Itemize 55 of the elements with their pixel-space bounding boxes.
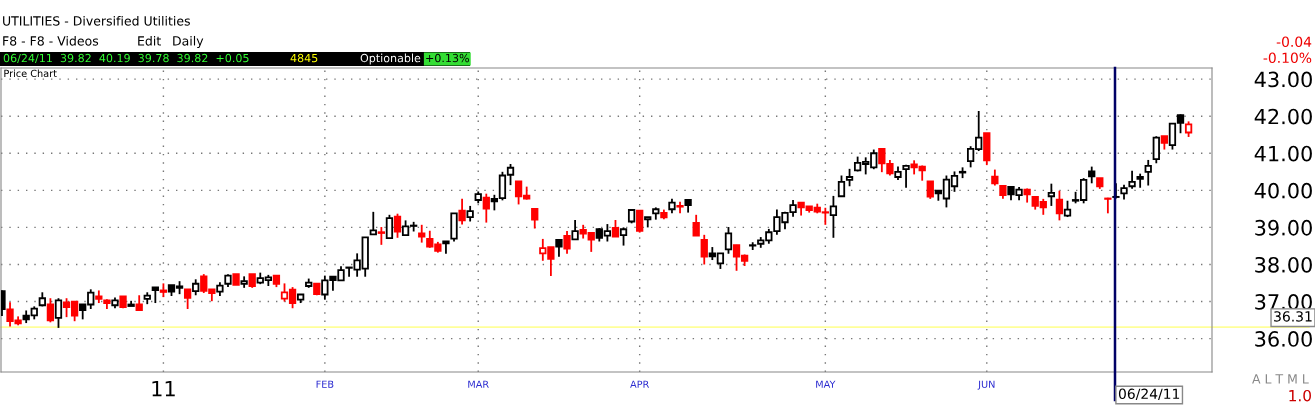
candlestick xyxy=(385,213,394,240)
candlestick xyxy=(369,210,377,236)
y-tick-label: 38.00 xyxy=(1255,256,1312,273)
candlestick xyxy=(482,192,490,224)
candlestick xyxy=(700,233,708,266)
x-tick-label: APR xyxy=(630,380,650,388)
text: A L T M L xyxy=(1252,374,1309,384)
text: UTILITIES - Diversified Utilities xyxy=(3,15,190,26)
candlestick xyxy=(1128,169,1136,190)
y-tick-label: 36.00 xyxy=(1255,331,1312,347)
candlestick xyxy=(1152,135,1160,165)
y-tick-label: 40.00 xyxy=(1254,182,1312,199)
y-tick-label: 41.00 xyxy=(1254,145,1312,162)
candlestick xyxy=(619,226,628,247)
text: Daily xyxy=(173,35,204,49)
x-tick-label: FEB xyxy=(316,380,334,388)
text: 06/24/11 39.82 40.19 39.78 39.82 +0.05 xyxy=(3,53,249,64)
candlestick xyxy=(1047,182,1056,207)
candlestick xyxy=(531,207,539,230)
y-tick-label: 37.00 xyxy=(1255,294,1312,310)
candlestick xyxy=(1055,189,1064,222)
x-tick-label: 11 xyxy=(152,380,175,397)
text: F8 - F8 - Videos xyxy=(3,35,99,46)
candlestick xyxy=(1104,196,1112,215)
text: 1.0 xyxy=(1289,389,1311,402)
x-tick-label: MAR xyxy=(468,380,489,388)
text: Optionable xyxy=(360,53,421,65)
x-tick-label: MAY xyxy=(816,380,836,388)
candlestick xyxy=(829,194,838,239)
y-tick-label: 42.00 xyxy=(1254,108,1312,125)
candlestick xyxy=(442,240,450,255)
candlestick xyxy=(54,297,63,329)
text: -0.10% xyxy=(1263,52,1312,64)
candlestick xyxy=(458,197,466,226)
ref-line-label: 36.31 xyxy=(1274,311,1312,322)
text: 4845 xyxy=(290,53,318,63)
candlestick xyxy=(1144,159,1152,187)
text: 06/24/11 xyxy=(1118,388,1180,401)
candlestick xyxy=(724,226,733,255)
text: -0.04 xyxy=(1276,36,1312,48)
candlestick xyxy=(636,209,644,234)
text: +0.13% xyxy=(426,53,469,63)
candlestick xyxy=(563,230,571,255)
candlestick xyxy=(393,212,402,239)
text: Edit xyxy=(138,35,161,46)
y-tick-label: 39.00 xyxy=(1255,219,1312,236)
chart-title: Price Chart xyxy=(4,69,57,78)
candlestick xyxy=(377,226,386,246)
candlestick xyxy=(571,219,579,241)
x-tick-label: JUN xyxy=(977,380,995,390)
y-tick-label: 43.00 xyxy=(1254,71,1312,88)
candlestick xyxy=(692,213,700,237)
candlestick xyxy=(46,297,55,324)
candlestick xyxy=(837,174,846,198)
candlestick xyxy=(183,288,192,310)
